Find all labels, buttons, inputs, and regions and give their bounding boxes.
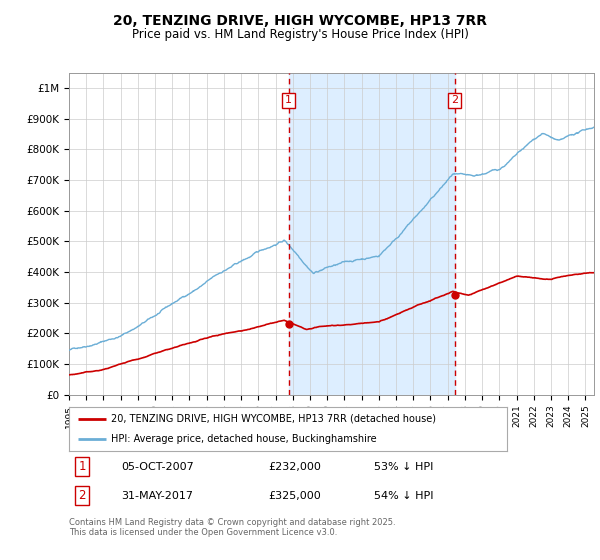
Text: 54% ↓ HPI: 54% ↓ HPI [373,491,433,501]
Text: 1: 1 [285,95,292,105]
Text: 2: 2 [451,95,458,105]
Text: 05-OCT-2007: 05-OCT-2007 [121,461,194,472]
Text: 53% ↓ HPI: 53% ↓ HPI [373,461,433,472]
Text: 2: 2 [79,489,86,502]
Text: 20, TENZING DRIVE, HIGH WYCOMBE, HP13 7RR: 20, TENZING DRIVE, HIGH WYCOMBE, HP13 7R… [113,14,487,28]
Text: 31-MAY-2017: 31-MAY-2017 [121,491,193,501]
Text: £232,000: £232,000 [269,461,322,472]
Text: £325,000: £325,000 [269,491,321,501]
Text: 20, TENZING DRIVE, HIGH WYCOMBE, HP13 7RR (detached house): 20, TENZING DRIVE, HIGH WYCOMBE, HP13 7R… [110,414,436,424]
Text: HPI: Average price, detached house, Buckinghamshire: HPI: Average price, detached house, Buck… [110,434,376,444]
Text: Contains HM Land Registry data © Crown copyright and database right 2025.
This d: Contains HM Land Registry data © Crown c… [69,518,395,538]
Text: 1: 1 [79,460,86,473]
Text: Price paid vs. HM Land Registry's House Price Index (HPI): Price paid vs. HM Land Registry's House … [131,28,469,41]
Bar [289,73,455,395]
